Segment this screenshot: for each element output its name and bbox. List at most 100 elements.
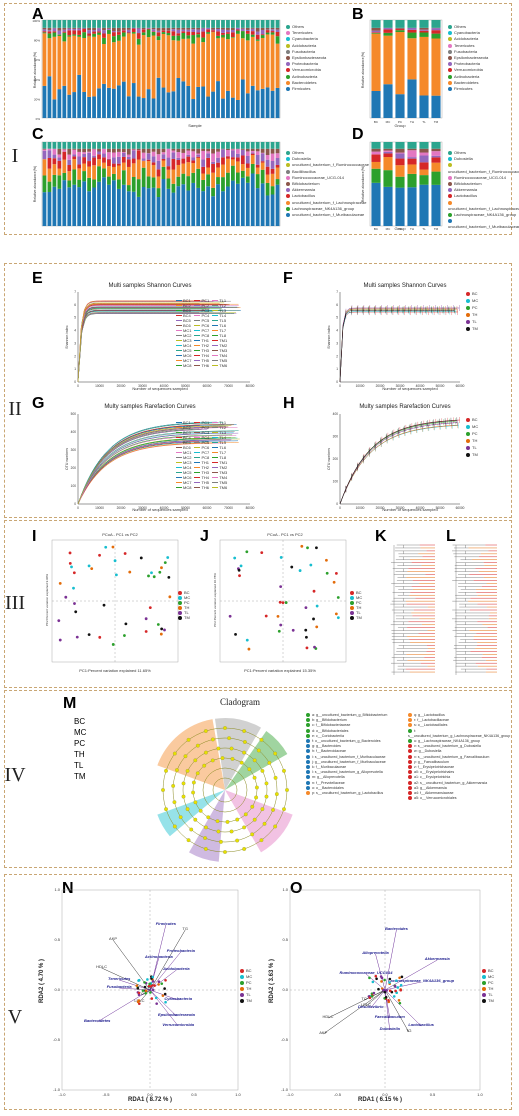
legend-item: Bacillibacillus (286, 169, 369, 175)
legend-item: TL2 (212, 425, 227, 430)
legend-label: TL6 (219, 323, 227, 328)
legend-item: Bacteroidetes (286, 80, 326, 86)
legend-item: w: g__Dubosiella (408, 749, 519, 754)
section-label-2: II (8, 398, 22, 420)
legend-label: Bifidobacterium (292, 181, 320, 187)
legend-swatch (176, 462, 182, 464)
legend-swatch (482, 992, 486, 997)
legend-label: BC (246, 968, 252, 973)
legend-item: Tenericutes (448, 43, 488, 49)
legend-swatch (212, 345, 219, 347)
legend-label: BC (472, 417, 478, 422)
legend-swatch (466, 319, 470, 324)
legend-item: Others (448, 24, 488, 30)
legend-swatch (176, 477, 182, 479)
legend-item: TH (74, 749, 86, 760)
legend-label: PC (488, 980, 494, 985)
legend-swatch (176, 437, 182, 439)
legend-item: TL7 (212, 450, 227, 455)
panel-m-features-left: a: g__uncultured_bacterium_g_Bifidobacte… (306, 713, 387, 796)
legend-label: BC2 (183, 303, 191, 308)
legend-item: BC2 (176, 303, 191, 308)
legend-swatch (482, 980, 486, 985)
legend-label: Actinobacteria (292, 73, 318, 79)
legend-swatch (286, 80, 290, 85)
legend-label: MC8 (183, 363, 192, 368)
legend-label: MC7 (183, 358, 192, 363)
legend-swatch (466, 312, 470, 317)
legend-label: n: f__Prevotellaceae (312, 780, 345, 785)
legend-label: BC (356, 590, 362, 595)
legend-label: TL8 (219, 455, 227, 460)
legend-swatch (286, 31, 290, 36)
legend-item: PC3 (194, 430, 209, 435)
legend-label: uncultured_bacterium_f_Ruminococcaceae (448, 168, 519, 174)
legend-label: MC5 (183, 470, 192, 475)
panel-g-legend: BC1 BC2 BC3 BC4 BC5 BC6 MC1 MC2 MC3 MC4 MC5 MC6 MC7 M… (176, 420, 227, 490)
legend-item: q: g__Lactobacillus (408, 713, 519, 718)
legend-swatch (194, 330, 201, 332)
legend-swatch (194, 427, 201, 429)
legend-swatch (466, 424, 470, 429)
legend-item: TL7 (212, 328, 227, 333)
legend-swatch (286, 49, 290, 54)
legend-item: b: g__Bifidobacterium (306, 718, 387, 723)
legend-swatch (286, 188, 290, 193)
legend-swatch (194, 437, 201, 439)
legend-swatch (408, 775, 412, 780)
legend-label: Others (454, 24, 467, 29)
legend-label: MC2 (183, 333, 192, 338)
legend-label: TH (184, 605, 190, 610)
legend-swatch (448, 157, 452, 162)
panel-letter-e: E (32, 270, 43, 287)
panel-o-legend: BC MC PC TH TL TM (482, 968, 494, 1004)
panel-e-title: Multi samples Shannon Curves (108, 283, 192, 289)
legend-item: g: g__Bacteroides (306, 744, 387, 749)
legend-item: TH2 (194, 465, 209, 470)
legend-swatch (240, 986, 244, 991)
legend-column: TL1 TL2 TL3 TL4 TL5 TL6 TL7 TL8 TM1 TM2 TM3 TM4 TM5 T… (212, 298, 227, 368)
legend-label: BC4 (183, 313, 191, 318)
panel-letter-k: K (375, 528, 387, 545)
legend-swatch (194, 482, 201, 484)
legend-item: MC (350, 595, 362, 600)
legend-item: Others (448, 150, 519, 156)
legend-item: Bifidobacterium (448, 181, 519, 187)
panel-n-ylabel: RDA2 ( 4.70 % ) (39, 959, 45, 1004)
legend-label: Proteobacteria (454, 61, 481, 67)
legend-item: Bacteroidetes (448, 80, 488, 86)
legend-swatch (286, 194, 290, 199)
legend-swatch (212, 360, 219, 362)
legend-swatch (350, 615, 354, 620)
legend-swatch (286, 157, 290, 162)
legend-item: MC (178, 595, 190, 600)
legend-item: d: o__Bifidobacteriales (306, 729, 387, 734)
legend-label: TH5 (201, 358, 210, 363)
legend-swatch (212, 482, 219, 484)
legend-swatch (178, 595, 182, 600)
legend-swatch (448, 175, 452, 180)
legend-swatch (408, 744, 412, 749)
legend-swatch (176, 442, 182, 444)
section-label-4: IV (4, 764, 26, 786)
legend-label: BC4 (183, 435, 191, 440)
legend-swatch (194, 345, 201, 347)
legend-swatch (306, 744, 310, 749)
legend-label: MC (472, 298, 479, 303)
legend-swatch (240, 980, 244, 985)
legend-swatch (176, 360, 182, 362)
legend-label: uncultured_bacterium_f_Lachnospiraceae (448, 205, 519, 211)
legend-item: Dubosiella (448, 156, 519, 162)
legend-item: MC (74, 727, 86, 738)
legend-label: TL (74, 761, 84, 770)
legend-swatch (286, 62, 290, 67)
legend-item: BC6 (176, 445, 191, 450)
legend-swatch (178, 610, 182, 615)
legend-item: Actinobacteria (448, 74, 488, 80)
legend-label: TM6 (219, 363, 228, 368)
legend-swatch (448, 194, 452, 199)
legend-label: MC3 (183, 460, 192, 465)
legend-item: uncultured_bacterium_f_Muribaculaceae (286, 212, 369, 218)
legend-swatch (176, 300, 182, 302)
legend-item: TL4 (212, 313, 227, 318)
